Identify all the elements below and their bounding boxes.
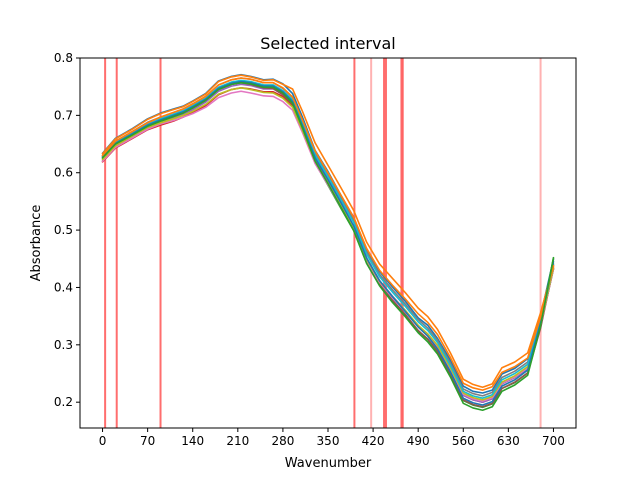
x-tick-label: 70 bbox=[140, 434, 155, 448]
y-tick-label: 0.2 bbox=[54, 395, 73, 409]
x-tick-label: 0 bbox=[99, 434, 107, 448]
series-line-9 bbox=[101, 79, 555, 399]
y-tick-label: 0.8 bbox=[54, 51, 73, 65]
x-tick-label: 420 bbox=[362, 434, 385, 448]
y-tick-label: 0.6 bbox=[54, 166, 73, 180]
y-tick-label: 0.3 bbox=[54, 338, 73, 352]
series-line-11 bbox=[101, 77, 555, 391]
series-line-10 bbox=[101, 80, 555, 406]
x-tick-label: 560 bbox=[452, 434, 475, 448]
x-tick-label: 350 bbox=[317, 434, 340, 448]
x-tick-label: 490 bbox=[407, 434, 430, 448]
x-tick-label: 210 bbox=[226, 434, 249, 448]
x-axis-label: Wavenumber bbox=[285, 456, 372, 471]
series-line-1 bbox=[101, 74, 555, 389]
x-axis-ticks: 0 70 140 210 280 350 420 490 560 630 700 bbox=[99, 428, 565, 448]
chart-title: Selected interval bbox=[260, 34, 395, 53]
x-tick-label: 140 bbox=[181, 434, 204, 448]
y-tick-label: 0.7 bbox=[54, 108, 73, 122]
y-axis-label: Absorbance bbox=[29, 205, 44, 282]
series-line-12 bbox=[101, 81, 555, 412]
y-tick-label: 0.5 bbox=[54, 223, 73, 237]
series-lines bbox=[101, 73, 555, 412]
x-tick-label: 630 bbox=[497, 434, 520, 448]
x-tick-label: 280 bbox=[271, 434, 294, 448]
y-tick-label: 0.4 bbox=[54, 280, 73, 294]
x-tick-label: 700 bbox=[542, 434, 565, 448]
y-axis-ticks: 0.2 0.3 0.4 0.5 0.6 0.7 0.8 bbox=[54, 51, 80, 409]
